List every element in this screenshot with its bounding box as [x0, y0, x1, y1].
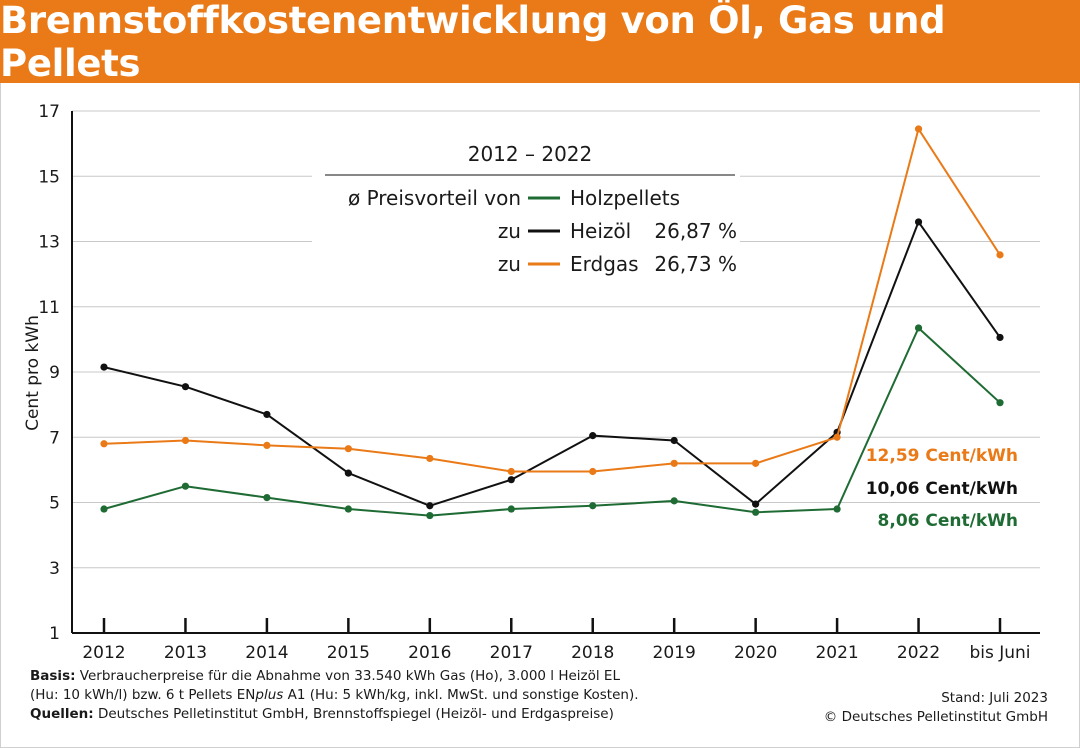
legend-series-pellets: Holzpellets: [570, 186, 680, 210]
basis-text-1: Verbraucherpreise für die Abnahme von 33…: [79, 668, 620, 684]
legend-value-erdgas: 26,73 %: [654, 252, 737, 276]
legend-value-heizoel: 26,87 %: [654, 219, 737, 243]
data-point-erdgas: [344, 445, 352, 453]
data-point-heiz-l: [670, 436, 678, 445]
y-tick-label: 17: [38, 102, 60, 122]
footer-notes: Basis: Verbraucherpreise für die Abnahme…: [30, 667, 790, 724]
data-point-erdgas: [589, 467, 597, 476]
data-point-heiz-l: [344, 469, 352, 477]
data-point-heiz-l: [507, 476, 515, 484]
data-point-holzpellets: [507, 505, 515, 513]
y-tick-label: 3: [49, 559, 60, 579]
basis-line-2: (Hu: 10 kWh/l) bzw. 6 t Pellets ENplus A…: [30, 686, 790, 705]
data-point-erdgas: [914, 125, 923, 133]
legend-period: 2012 – 2022: [468, 142, 593, 166]
legend-line1-prefix: ø Preisvorteil von: [348, 186, 521, 210]
legend-line3-prefix: zu: [498, 252, 521, 276]
data-point-erdgas: [670, 459, 678, 467]
y-tick-label: 15: [38, 167, 60, 187]
basis-line-1: Basis: Verbraucherpreise für die Abnahme…: [30, 667, 790, 686]
data-point-erdgas: [996, 251, 1004, 259]
y-tick-label: 7: [49, 428, 60, 448]
x-axis: 2012 2013 2014 2015 2016 2017 2018 2019 2020 2021…: [71, 111, 1040, 663]
end-label-erdgas: 12,59 Cent/kWh: [866, 446, 1018, 466]
legend: 2012 – 2022 ø Preisvorteil von Holzpelle…: [312, 133, 740, 298]
copyright: © Deutsches Pelletinstitut GmbH: [823, 709, 1048, 725]
y-axis-label: Cent pro kWh: [23, 315, 43, 431]
data-point-holzpellets: [426, 511, 434, 520]
data-point-holzpellets: [752, 508, 760, 516]
data-point-holzpellets: [914, 324, 923, 332]
sources-label: Quellen:: [30, 706, 94, 722]
x-tick-label: 2013: [164, 643, 207, 663]
data-point-erdgas: [507, 467, 515, 476]
header-bar: Brennstoffkostenentwicklung von Öl, Gas …: [0, 0, 1080, 85]
x-tick-label: bis Juni: [969, 643, 1030, 663]
data-point-holzpellets: [589, 502, 597, 510]
data-point-holzpellets: [833, 505, 841, 513]
data-point-erdgas: [752, 459, 760, 467]
legend-line2-prefix: zu: [498, 219, 521, 243]
data-point-erdgas: [181, 436, 190, 445]
data-point-heiz-l: [996, 333, 1004, 342]
y-tick-label: 5: [49, 494, 60, 514]
end-label-heizoel: 10,06 Cent/kWh: [866, 479, 1018, 499]
x-tick-label: 2015: [327, 643, 370, 663]
stand-date: Stand: Juli 2023: [941, 690, 1048, 706]
series-line-erdgas: [103, 127, 1001, 473]
basis-text-2: (Hu: 10 kWh/l) bzw. 6 t Pellets EN: [30, 687, 256, 703]
series-line-heiz-l: [103, 220, 1001, 507]
data-point-holzpellets: [344, 505, 352, 513]
data-point-heiz-l: [752, 500, 760, 508]
y-tick-label: 1: [49, 624, 60, 644]
x-tick-label: 2022: [897, 643, 940, 663]
data-point-erdgas: [833, 433, 841, 441]
legend-series-erdgas: Erdgas: [570, 252, 639, 276]
y-tick-label: 13: [38, 233, 60, 253]
sources-line: Quellen: Deutsches Pelletinstitut GmbH, …: [30, 705, 790, 724]
x-tick-label: 2012: [82, 643, 125, 663]
data-point-heiz-l: [914, 218, 923, 226]
data-point-heiz-l: [263, 410, 271, 419]
data-point-holzpellets: [670, 497, 678, 505]
data-point-holzpellets: [181, 482, 190, 490]
basis-text-2-end: A1 (Hu: 5 kWh/kg, inkl. MwSt. und sonsti…: [283, 687, 639, 703]
x-tick-label: 2017: [490, 643, 533, 663]
legend-background: [312, 133, 740, 298]
x-tick-label: 2018: [571, 643, 614, 663]
data-point-erdgas: [263, 441, 271, 450]
data-point-heiz-l: [181, 383, 190, 391]
data-point-heiz-l: [426, 502, 434, 510]
x-tick-label: 2020: [734, 643, 777, 663]
x-tick-label: 2016: [408, 643, 451, 663]
basis-text-2-italic: plus: [255, 687, 284, 703]
sources-text: Deutsches Pelletinstitut GmbH, Brennstof…: [97, 706, 614, 722]
data-point-heiz-l: [589, 432, 597, 440]
data-point-holzpellets: [263, 494, 271, 502]
y-tick-label: 11: [38, 298, 60, 318]
data-point-erdgas: [426, 454, 434, 463]
end-label-pellets: 8,06 Cent/kWh: [878, 511, 1018, 531]
footer-credits: Stand: Juli 2023 © Deutsches Pelletinsti…: [824, 689, 1048, 727]
data-series: [100, 125, 1004, 520]
data-point-heiz-l: [100, 363, 108, 371]
y-tick-label: 9: [49, 363, 60, 383]
x-tick-label: 2014: [245, 643, 288, 663]
x-tick-label: 2019: [653, 643, 696, 663]
basis-label: Basis:: [30, 668, 76, 684]
chart-title: Brennstoffkostenentwicklung von Öl, Gas …: [0, 0, 946, 85]
legend-series-heizoel: Heizöl: [570, 219, 631, 243]
data-point-holzpellets: [996, 399, 1004, 407]
series-line-holzpellets: [103, 327, 1001, 517]
gridlines: [72, 110, 1040, 569]
data-point-erdgas: [100, 440, 108, 448]
x-tick-label: 2021: [815, 643, 858, 663]
data-point-holzpellets: [100, 505, 108, 513]
